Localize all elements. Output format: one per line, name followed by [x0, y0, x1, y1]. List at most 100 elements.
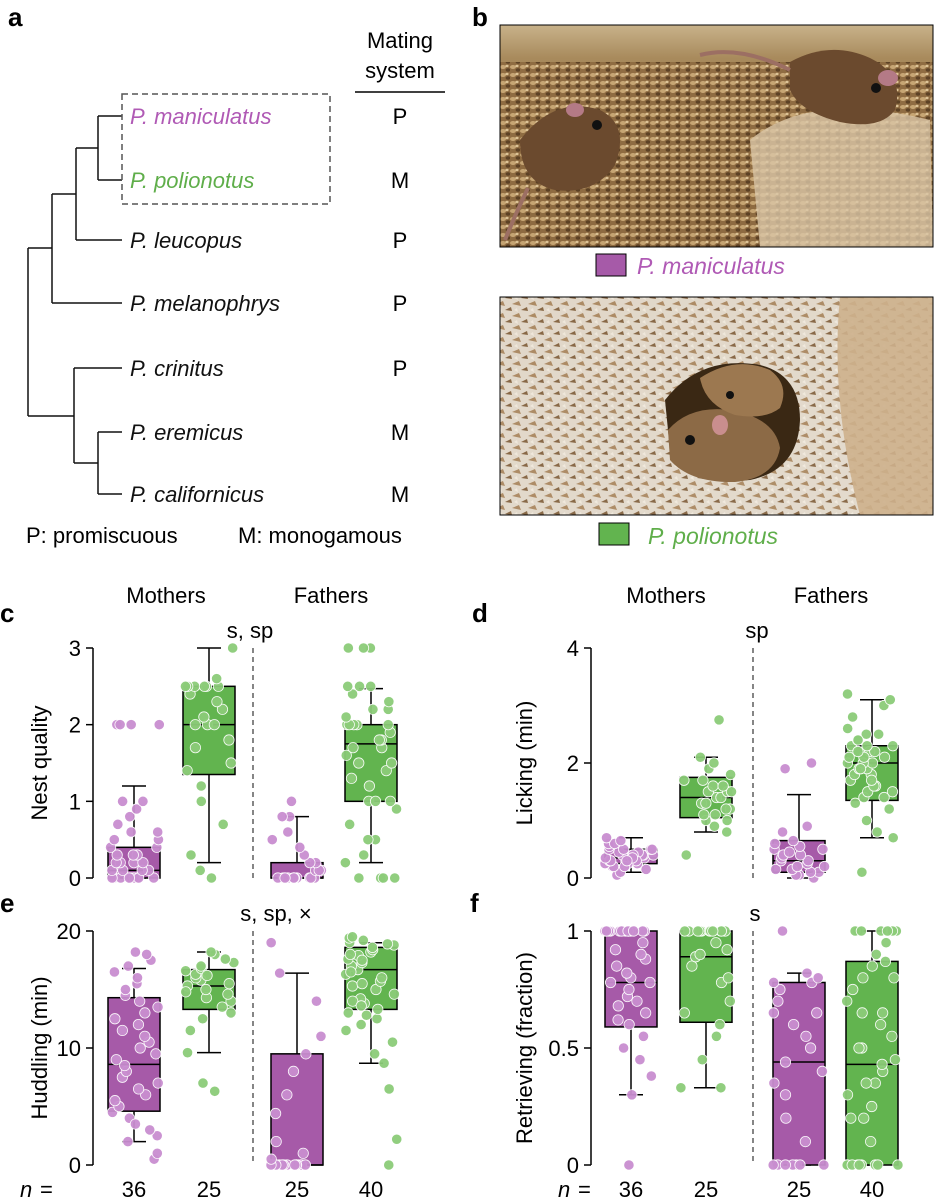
data-point [847, 983, 859, 996]
data-point [604, 976, 617, 989]
species-name: P. leucopus [130, 228, 242, 253]
data-point [353, 872, 365, 884]
data-point [769, 837, 781, 850]
y-tick-label: 0 [69, 1153, 81, 1178]
n-value: 40 [359, 1177, 383, 1200]
data-point [818, 860, 831, 873]
header-mothers-right: Mothers [626, 583, 705, 608]
data-point [194, 864, 206, 876]
y-tick-label: 0 [567, 866, 579, 891]
data-point [205, 872, 218, 884]
data-point [356, 978, 368, 990]
swatch-polionotus [598, 522, 630, 546]
data-point [211, 696, 223, 708]
data-point [621, 855, 633, 867]
data-point [189, 742, 202, 754]
data-point [347, 742, 359, 754]
data-point [198, 680, 211, 692]
data-point [817, 843, 829, 855]
chart-huddling: 0 10 20 Huddling (min) s, sp, × [27, 901, 403, 1178]
data-point [623, 983, 635, 996]
data-point [887, 832, 899, 844]
data-point [694, 948, 706, 961]
mating-header-line1: Mating [367, 28, 433, 53]
data-point [227, 642, 239, 654]
data-point [710, 937, 722, 949]
data-point [129, 1118, 142, 1130]
data-point [111, 849, 123, 861]
y-tick-label: 2 [567, 751, 579, 776]
data-point [108, 966, 121, 978]
data-point [132, 1018, 145, 1031]
data-point [281, 1089, 293, 1101]
data-point [634, 1054, 646, 1066]
n-value: 36 [122, 1177, 146, 1200]
data-point [345, 966, 357, 978]
data-point [800, 1030, 812, 1042]
swatch-maniculatus [595, 253, 627, 277]
data-point [152, 826, 164, 838]
data-point [223, 734, 235, 746]
data-point [865, 1136, 877, 1148]
data-point [116, 1024, 128, 1037]
photo-label-polionotus: P. polionotus [648, 523, 779, 549]
sister-species-box [121, 93, 331, 205]
data-point [721, 814, 733, 827]
data-point [892, 1159, 904, 1171]
data-point [678, 774, 690, 786]
y-tick-label: 0.5 [548, 1036, 579, 1061]
data-point [776, 826, 789, 838]
data-point [339, 857, 351, 869]
data-point [114, 719, 126, 731]
panel-letter-c: c [0, 598, 14, 628]
data-point [692, 925, 704, 937]
data-point [223, 978, 235, 990]
y-axis-label: Retrieving (fraction) [512, 952, 537, 1144]
data-point [282, 826, 294, 838]
data-point [724, 768, 737, 781]
data-point [887, 740, 899, 752]
data-point [631, 995, 643, 1007]
mating-system-value: M [391, 420, 409, 445]
y-axis-label: Nest quality [27, 706, 52, 821]
panel-b: b P. maniculatus [472, 2, 934, 549]
data-point [799, 1136, 811, 1148]
photo-maniculatus [499, 24, 934, 248]
data-point [818, 1159, 830, 1171]
data-point [860, 1077, 872, 1089]
data-point [342, 1007, 354, 1019]
data-point [877, 1007, 889, 1019]
n-value: 36 [619, 1177, 643, 1200]
data-point [181, 765, 193, 777]
n-value: 25 [197, 1177, 221, 1200]
y-tick-label: 4 [567, 636, 579, 661]
data-point [768, 1077, 780, 1089]
panel-letter-a: a [8, 2, 23, 32]
data-point [117, 795, 129, 807]
data-point [358, 849, 370, 861]
data-point [197, 1077, 209, 1089]
y-axis-label: Licking (min) [512, 701, 537, 826]
panel-letter-e: e [0, 888, 14, 918]
data-point [179, 680, 192, 692]
data-point [388, 988, 400, 1000]
panel-letter-f: f [470, 888, 479, 918]
data-point [355, 1000, 367, 1012]
data-point [356, 954, 368, 966]
data-point [340, 749, 352, 761]
data-point [707, 780, 719, 792]
data-point [635, 948, 647, 961]
data-point [767, 1007, 780, 1019]
data-point [181, 1047, 194, 1059]
data-point [297, 1147, 309, 1159]
data-point [700, 797, 712, 809]
data-point [626, 1089, 638, 1101]
data-point [148, 872, 160, 884]
data-point [856, 1007, 868, 1019]
data-point [708, 757, 720, 769]
data-point [841, 995, 853, 1007]
data-point [279, 872, 291, 884]
data-point [150, 1048, 162, 1060]
significance-label: sp [745, 618, 768, 643]
data-point [696, 1054, 708, 1066]
